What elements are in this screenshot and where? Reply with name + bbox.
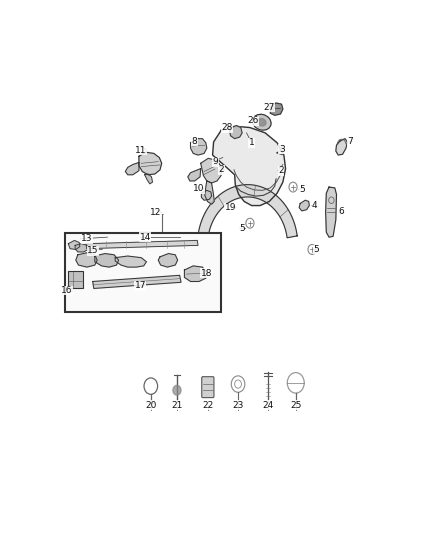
Text: 11: 11 bbox=[135, 146, 146, 155]
Polygon shape bbox=[188, 168, 201, 181]
Text: 5: 5 bbox=[299, 185, 305, 194]
Ellipse shape bbox=[253, 114, 271, 130]
Polygon shape bbox=[201, 190, 212, 200]
Polygon shape bbox=[212, 126, 286, 206]
Circle shape bbox=[173, 385, 181, 395]
Text: 17: 17 bbox=[134, 281, 146, 290]
Text: 27: 27 bbox=[263, 102, 275, 111]
Text: 2: 2 bbox=[219, 165, 224, 174]
Polygon shape bbox=[125, 163, 139, 175]
Text: 28: 28 bbox=[222, 123, 233, 132]
Polygon shape bbox=[191, 139, 207, 155]
Polygon shape bbox=[145, 174, 152, 184]
Polygon shape bbox=[270, 103, 283, 115]
Polygon shape bbox=[139, 152, 162, 175]
Text: 21: 21 bbox=[171, 401, 183, 410]
Text: 12: 12 bbox=[150, 208, 162, 217]
FancyBboxPatch shape bbox=[65, 233, 221, 312]
Text: 13: 13 bbox=[81, 235, 93, 243]
Text: 23: 23 bbox=[233, 401, 244, 410]
Polygon shape bbox=[201, 158, 222, 183]
Text: 14: 14 bbox=[140, 232, 151, 241]
Polygon shape bbox=[325, 187, 336, 237]
Polygon shape bbox=[205, 181, 214, 204]
Text: 26: 26 bbox=[247, 116, 258, 125]
Polygon shape bbox=[76, 253, 97, 267]
Text: 7: 7 bbox=[347, 136, 353, 146]
Polygon shape bbox=[75, 244, 88, 252]
Text: 5: 5 bbox=[314, 245, 319, 254]
Text: 3: 3 bbox=[279, 145, 285, 154]
Text: 10: 10 bbox=[193, 184, 204, 193]
Text: 16: 16 bbox=[61, 286, 72, 295]
Text: 22: 22 bbox=[202, 401, 213, 410]
Text: 15: 15 bbox=[87, 246, 99, 255]
Text: 20: 20 bbox=[145, 401, 156, 410]
Polygon shape bbox=[68, 240, 80, 249]
Polygon shape bbox=[230, 126, 242, 139]
Text: 19: 19 bbox=[225, 203, 237, 212]
Text: 24: 24 bbox=[262, 401, 274, 410]
Text: 18: 18 bbox=[201, 269, 212, 278]
Polygon shape bbox=[115, 256, 146, 267]
Polygon shape bbox=[93, 276, 181, 288]
Polygon shape bbox=[299, 200, 309, 211]
Polygon shape bbox=[336, 139, 347, 155]
Text: 8: 8 bbox=[191, 136, 197, 146]
Polygon shape bbox=[198, 184, 297, 243]
Polygon shape bbox=[158, 254, 178, 267]
Polygon shape bbox=[184, 266, 207, 281]
Text: 25: 25 bbox=[290, 401, 301, 410]
FancyBboxPatch shape bbox=[68, 271, 83, 288]
FancyBboxPatch shape bbox=[202, 377, 214, 398]
Text: 5: 5 bbox=[239, 224, 245, 232]
Polygon shape bbox=[95, 254, 119, 267]
Text: 2: 2 bbox=[278, 166, 284, 175]
Text: 6: 6 bbox=[338, 207, 344, 216]
Text: 9: 9 bbox=[212, 157, 219, 166]
Ellipse shape bbox=[258, 118, 266, 126]
Text: 4: 4 bbox=[312, 201, 318, 210]
Polygon shape bbox=[86, 240, 198, 248]
Text: 1: 1 bbox=[249, 138, 254, 147]
